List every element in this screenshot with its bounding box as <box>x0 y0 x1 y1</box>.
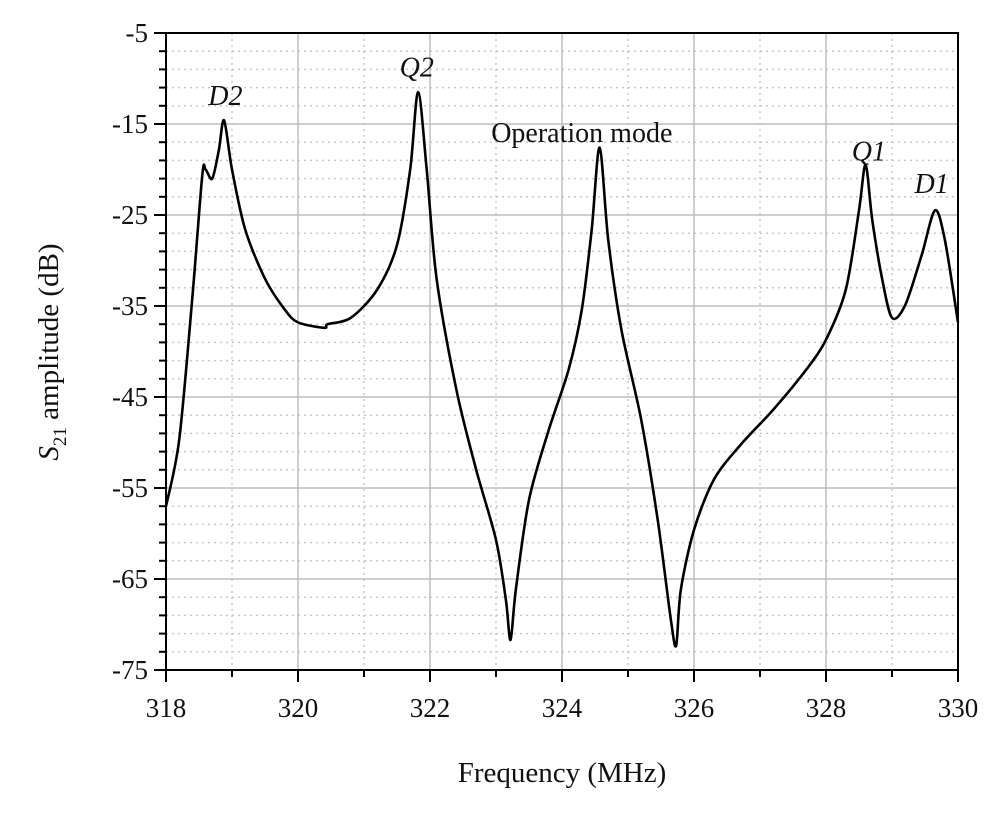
annotation-label: Q1 <box>852 136 886 167</box>
annotations: D2 Q2 Operation mode Q1 D1 <box>207 53 948 200</box>
y-tick-label: -5 <box>126 18 149 48</box>
x-tick-label: 318 <box>146 693 187 723</box>
y-axis-label-symbol: S <box>33 446 65 461</box>
annotation-label: Q2 <box>400 53 434 84</box>
x-tick-label: 326 <box>674 693 715 723</box>
annotation-label: Operation mode <box>491 118 672 149</box>
x-tick-label: 320 <box>278 693 319 723</box>
y-tick-label: -45 <box>112 382 148 412</box>
y-tick-label: -75 <box>112 655 148 685</box>
y-tick-label: -15 <box>112 109 148 139</box>
series-line-s21 <box>164 90 960 648</box>
x-tick-label: 330 <box>938 693 979 723</box>
x-tick-label: 328 <box>806 693 847 723</box>
axis-ticks: 318 320 322 324 326 328 330 -5 -15 -25 -35 -45 -55 -6… <box>112 18 978 723</box>
y-tick-label: -35 <box>112 291 148 321</box>
y-axis-label-rest: amplitude (dB) <box>33 243 65 427</box>
y-axis-label: S21 amplitude (dB) <box>33 243 71 460</box>
y-tick-label: -25 <box>112 200 148 230</box>
y-tick-label: -65 <box>112 564 148 594</box>
annotation-label: D2 <box>207 81 242 112</box>
y-axis-label-subscript: 21 <box>50 427 71 446</box>
y-tick-label: -55 <box>112 473 148 503</box>
x-axis-label: Frequency (MHz) <box>458 757 667 789</box>
plot-frame <box>165 32 959 671</box>
x-tick-label: 322 <box>410 693 451 723</box>
series-layer <box>164 90 960 648</box>
annotation-label: D1 <box>913 169 948 200</box>
x-tick-label: 324 <box>542 693 583 723</box>
